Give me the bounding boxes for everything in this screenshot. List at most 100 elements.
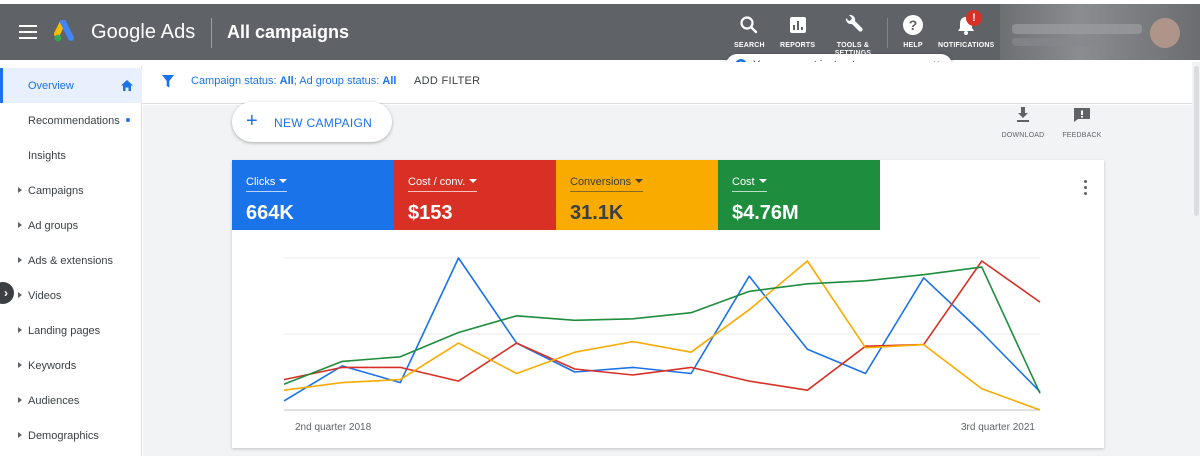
metric-name: Clicks bbox=[246, 176, 288, 192]
metric-name-text: Conversions bbox=[570, 176, 632, 188]
expand-caret-icon bbox=[18, 222, 22, 228]
download-label: DOWNLOAD bbox=[1001, 132, 1045, 139]
scrollbar-thumb[interactable] bbox=[1194, 66, 1199, 216]
metric-cost-per-conversion[interactable]: Cost / conv. $153 bbox=[394, 160, 556, 230]
search-button[interactable]: SEARCH bbox=[734, 14, 765, 49]
help-button[interactable]: ? HELP bbox=[902, 14, 924, 49]
performance-chart-card: Clicks 664K Cost / conv. $153 Conversion… bbox=[232, 160, 1104, 448]
sidebar-item-audiences[interactable]: Audiences bbox=[0, 383, 142, 418]
chevron-right-icon: › bbox=[4, 286, 8, 300]
metric-name: Cost bbox=[732, 176, 767, 192]
expand-caret-icon bbox=[18, 327, 22, 333]
expand-caret-icon bbox=[18, 257, 22, 263]
expand-caret-icon bbox=[18, 292, 22, 298]
filter-icon[interactable] bbox=[162, 75, 174, 88]
new-campaign-label: NEW CAMPAIGN bbox=[274, 116, 373, 130]
campaign-status-value: All bbox=[279, 75, 294, 87]
search-icon bbox=[740, 16, 758, 34]
sidebar-item-insights[interactable]: Insights bbox=[0, 138, 142, 173]
metric-value: 31.1K bbox=[570, 202, 624, 224]
sidebar-item-keywords[interactable]: Keywords bbox=[0, 348, 142, 383]
help-label: HELP bbox=[903, 42, 923, 49]
sidebar-item-label: Demographics bbox=[28, 430, 99, 442]
feedback-button[interactable]: FEEDBACK bbox=[1060, 107, 1104, 139]
metric-name-text: Clicks bbox=[246, 176, 276, 188]
tools-settings-button[interactable]: TOOLS & SETTINGS bbox=[834, 14, 872, 58]
collapse-sidebar-button[interactable]: › bbox=[0, 282, 14, 304]
metric-name: Conversions bbox=[570, 176, 644, 192]
sidebar-item-recommendations[interactable]: Recommendations bbox=[0, 103, 142, 138]
sidebar-item-overview[interactable]: Overview bbox=[0, 68, 142, 103]
x-axis-end-label: 3rd quarter 2021 bbox=[961, 422, 1035, 433]
sidebar-item-label: Videos bbox=[28, 290, 62, 302]
new-recommendations-dot bbox=[126, 118, 130, 122]
svg-text:?: ? bbox=[909, 17, 918, 33]
scrollbar-track[interactable] bbox=[1192, 62, 1200, 456]
more-options-icon[interactable] bbox=[1082, 180, 1088, 198]
feedback-icon bbox=[1074, 108, 1090, 122]
feedback-label: FEEDBACK bbox=[1062, 132, 1102, 139]
account-id-blur bbox=[1012, 38, 1102, 46]
search-label: SEARCH bbox=[734, 42, 765, 49]
sidebar-item-label: Ads & extensions bbox=[28, 255, 113, 267]
sidebar-item-label: Audiences bbox=[28, 395, 80, 407]
metric-name: Cost / conv. bbox=[408, 176, 478, 192]
sidebar-item-demographics[interactable]: Demographics bbox=[0, 418, 142, 453]
top-app-bar: Google Ads All campaigns SEARCH REPORTS … bbox=[0, 4, 1200, 60]
metric-value: $153 bbox=[408, 202, 453, 224]
series-line-conversions[interactable] bbox=[283, 260, 1041, 411]
sidebar-item-label: Overview bbox=[28, 80, 74, 92]
dropdown-arrow-icon bbox=[279, 179, 288, 183]
expand-caret-icon bbox=[18, 432, 22, 438]
campaign-status-label: Campaign status: bbox=[191, 75, 277, 87]
filter-separator: ; bbox=[293, 75, 297, 87]
expand-caret-icon bbox=[18, 397, 22, 403]
home-icon bbox=[121, 80, 133, 91]
reports-button[interactable]: REPORTS bbox=[780, 14, 815, 49]
dropdown-arrow-icon bbox=[635, 179, 644, 183]
plus-icon: + bbox=[246, 110, 258, 132]
hamburger-menu-icon[interactable] bbox=[19, 25, 37, 39]
help-icon: ? bbox=[903, 15, 923, 35]
account-info-blurred[interactable] bbox=[1000, 4, 1200, 60]
metric-value: 664K bbox=[246, 202, 294, 224]
reports-label: REPORTS bbox=[780, 42, 816, 49]
metric-name-text: Cost bbox=[732, 176, 755, 188]
bar-chart-icon bbox=[789, 17, 806, 33]
sidebar-item-campaigns[interactable]: Campaigns bbox=[0, 173, 142, 208]
new-campaign-button[interactable]: + NEW CAMPAIGN bbox=[232, 102, 392, 142]
sidebar-item-label: Insights bbox=[28, 150, 66, 162]
adgroup-status-value: All bbox=[382, 75, 397, 87]
sidebar-item-label: Keywords bbox=[28, 360, 77, 372]
google-ads-logo bbox=[54, 20, 74, 42]
metric-conversions[interactable]: Conversions 31.1K bbox=[556, 160, 718, 230]
dropdown-arrow-icon bbox=[758, 179, 767, 183]
header-tools-divider bbox=[887, 18, 888, 48]
download-button[interactable]: DOWNLOAD bbox=[1001, 107, 1045, 139]
avatar[interactable] bbox=[1150, 18, 1180, 48]
page-title: All campaigns bbox=[227, 22, 350, 42]
sidebar-item-label: Campaigns bbox=[28, 185, 84, 197]
active-filters[interactable]: Campaign status: All; Ad group status: A… bbox=[191, 75, 396, 87]
metric-clicks[interactable]: Clicks 664K bbox=[232, 160, 394, 230]
dropdown-arrow-icon bbox=[469, 179, 478, 183]
sidebar-item-ad-groups[interactable]: Ad groups bbox=[0, 208, 142, 243]
adgroup-status-label: Ad group status: bbox=[299, 75, 380, 87]
expand-caret-icon bbox=[18, 187, 22, 193]
sidebar-item-landing-pages[interactable]: Landing pages bbox=[0, 313, 142, 348]
metric-cost[interactable]: Cost $4.76M bbox=[718, 160, 880, 230]
sidebar-item-label: Ad groups bbox=[28, 220, 79, 232]
x-axis-start-label: 2nd quarter 2018 bbox=[295, 422, 372, 433]
sidebar-item-videos[interactable]: Videos bbox=[0, 278, 142, 313]
add-filter-button[interactable]: ADD FILTER bbox=[414, 75, 481, 87]
sidebar-item-label: Recommendations bbox=[28, 115, 120, 127]
series-line-cost[interactable] bbox=[283, 266, 1041, 394]
line-chart bbox=[283, 257, 1041, 411]
sidebar-item-label: Landing pages bbox=[28, 325, 101, 337]
sidebar-item-ads-extensions[interactable]: Ads & extensions bbox=[0, 243, 142, 278]
notifications-label: NOTIFICATIONS bbox=[938, 42, 995, 49]
notification-badge: ! bbox=[966, 10, 982, 26]
tools-settings-label: TOOLS & SETTINGS bbox=[835, 42, 871, 57]
account-name-blur bbox=[1012, 24, 1142, 34]
metric-value: $4.76M bbox=[732, 202, 799, 224]
